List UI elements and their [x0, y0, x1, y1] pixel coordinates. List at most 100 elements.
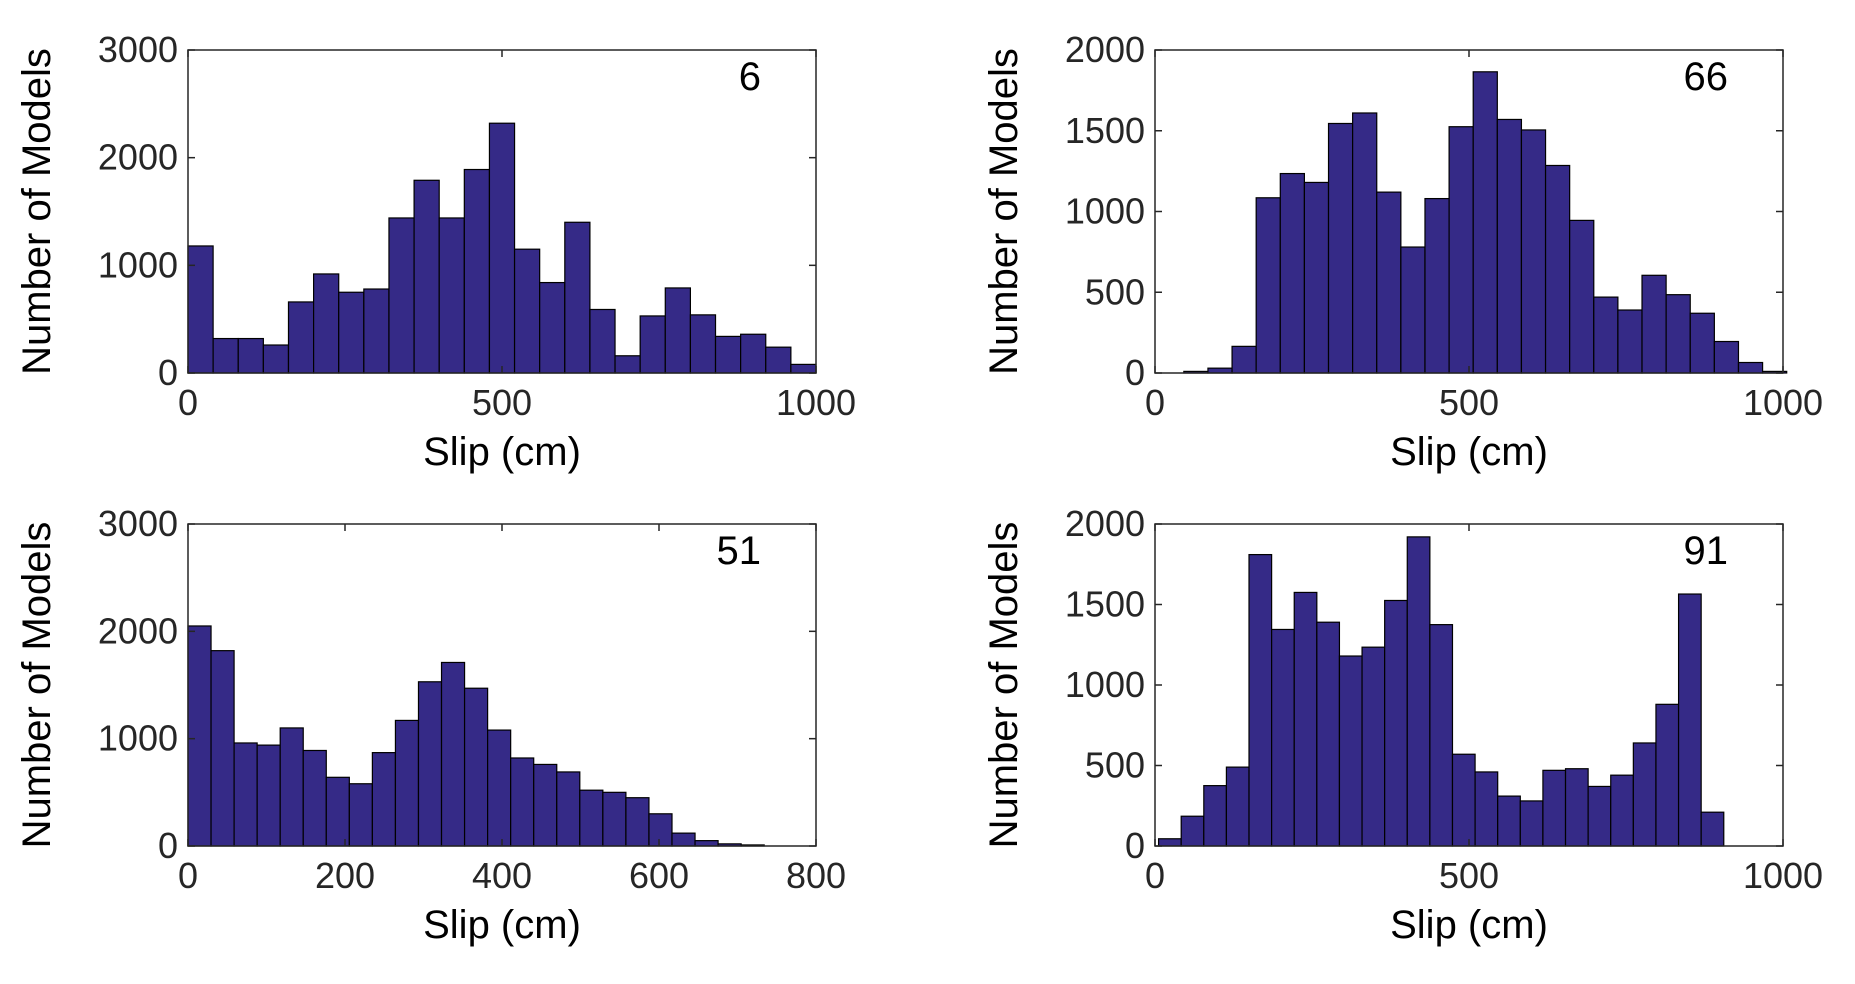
- panel-label: 66: [1684, 55, 1729, 99]
- histogram-bar: [1564, 768, 1589, 847]
- y-tick-label: 1000: [1065, 664, 1145, 705]
- histogram-bar: [1293, 591, 1318, 847]
- x-axis-title: Slip (cm): [1390, 430, 1548, 474]
- y-tick-label: 0: [158, 825, 178, 866]
- histogram-bar: [1700, 811, 1725, 847]
- y-tick-label: 500: [1085, 745, 1145, 786]
- x-tick-label: 1000: [1743, 382, 1823, 423]
- histogram-bar: [302, 749, 327, 847]
- y-tick-label: 1000: [1065, 191, 1145, 232]
- histogram-bar: [1327, 122, 1354, 374]
- chart-panel-66: 0 500 1000 0 500 1000 1500 2000 Slip (cm) Number …: [982, 29, 1823, 474]
- histogram-bar: [694, 840, 719, 847]
- chart-panel-51: 0 200 400 600 800 0 1000 2000 3000 Slip (cm) Numbe…: [15, 503, 846, 947]
- histogram-bar: [256, 744, 281, 847]
- histogram-bar: [1713, 340, 1740, 374]
- histogram-bar: [1406, 536, 1431, 847]
- histogram-bar: [689, 314, 717, 374]
- histogram-bar: [394, 719, 420, 847]
- histogram-bar: [1429, 624, 1454, 847]
- histogram-bar: [639, 315, 666, 374]
- histogram-bar: [1641, 274, 1667, 374]
- histogram-bar: [1544, 164, 1571, 374]
- histogram-bar: [510, 757, 535, 847]
- histogram-bar: [1376, 191, 1402, 374]
- histogram-bar: [1474, 771, 1499, 847]
- histogram-bar: [1225, 766, 1250, 847]
- histogram-bar: [1610, 774, 1634, 847]
- y-tick-label: 500: [1085, 271, 1145, 312]
- histogram-bar: [325, 776, 350, 847]
- panel-label: 91: [1684, 529, 1729, 573]
- histogram-bar: [287, 301, 315, 374]
- histogram-bar: [487, 729, 512, 847]
- histogram-bar: [488, 122, 516, 374]
- histogram-bar: [589, 308, 616, 374]
- histogram-bar: [212, 337, 239, 374]
- histogram-bar: [348, 783, 373, 847]
- histogram-bar: [1448, 126, 1474, 374]
- x-tick-label: 500: [1439, 855, 1499, 896]
- panel-label: 51: [717, 529, 762, 573]
- x-axis-title: Slip (cm): [423, 903, 581, 947]
- histogram-bar: [363, 288, 390, 374]
- histogram-bar: [513, 248, 541, 374]
- histogram-bar: [1497, 795, 1521, 847]
- histogram-bar: [1737, 361, 1764, 374]
- x-tick-label: 1000: [776, 382, 856, 423]
- histogram-bar: [1665, 294, 1691, 374]
- y-tick-label: 0: [1125, 825, 1145, 866]
- histogram-bar: [1303, 181, 1330, 374]
- histogram-bar: [765, 346, 792, 374]
- x-tick-label: 0: [1145, 382, 1165, 423]
- histogram-bar: [1352, 112, 1378, 374]
- histogram-bar: [1569, 219, 1595, 374]
- histogram-bar: [1400, 246, 1426, 374]
- x-tick-label: 200: [315, 855, 375, 896]
- histogram-bar: [1677, 593, 1702, 847]
- histogram-bar: [714, 335, 742, 374]
- histogram-bar: [1655, 703, 1680, 847]
- histogram-bar: [602, 791, 627, 847]
- chart-panel-6: 0 500 1000 0 1000 2000 3000 Slip (cm) Number of …: [15, 29, 856, 474]
- histogram-bar: [237, 337, 264, 374]
- histogram-bar: [1248, 553, 1273, 847]
- histogram-bar: [1271, 628, 1295, 847]
- histogram-bar: [1157, 838, 1182, 847]
- histogram-bar: [1472, 71, 1498, 374]
- histogram-bar: [1338, 655, 1363, 847]
- y-tick-label: 3000: [98, 29, 178, 70]
- histogram-bar: [279, 727, 304, 847]
- histogram-bar: [438, 217, 465, 374]
- y-tick-label: 0: [158, 352, 178, 393]
- histogram-bar: [533, 763, 558, 847]
- y-tick-label: 2000: [1065, 503, 1145, 544]
- y-axis-title: Number of Models: [982, 48, 1026, 375]
- histogram-bar: [1520, 129, 1547, 374]
- histogram-bar: [648, 813, 673, 847]
- histogram-bar: [1632, 742, 1657, 847]
- x-tick-label: 500: [1439, 382, 1499, 423]
- histogram-bar: [371, 752, 397, 847]
- histogram-bar: [664, 287, 692, 374]
- x-tick-label: 500: [472, 382, 532, 423]
- histogram-bar: [1203, 785, 1228, 847]
- histogram-bar: [740, 333, 767, 374]
- histogram-bar: [1279, 172, 1306, 374]
- histogram-bar: [1316, 621, 1341, 847]
- histogram-bar: [556, 771, 581, 847]
- histogram-bar: [1451, 753, 1476, 847]
- y-tick-label: 3000: [98, 503, 178, 544]
- histogram-bar: [1231, 345, 1257, 374]
- y-tick-label: 2000: [98, 610, 178, 651]
- histogram-bar: [1519, 800, 1544, 847]
- x-tick-label: 1000: [1743, 855, 1823, 896]
- y-tick-label: 2000: [98, 137, 178, 178]
- x-axis-title: Slip (cm): [423, 430, 581, 474]
- x-tick-label: 400: [472, 855, 532, 896]
- x-axis-title: Slip (cm): [1390, 903, 1548, 947]
- x-tick-label: 0: [178, 855, 198, 896]
- histogram-bar: [338, 291, 365, 374]
- y-axis-title: Number of Models: [15, 522, 59, 849]
